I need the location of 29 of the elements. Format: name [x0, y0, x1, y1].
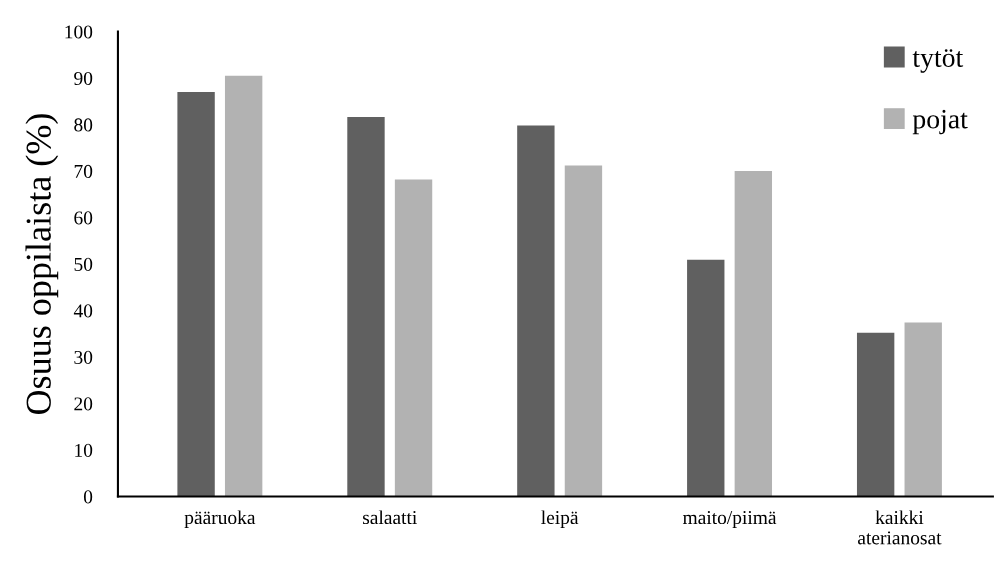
y-tick-label: 90 — [74, 71, 93, 85]
x-tick-label: leipä — [541, 510, 579, 529]
x-tick-label: maito/piimä — [682, 511, 777, 529]
legend-label: pojat — [912, 109, 968, 135]
bar — [394, 179, 433, 497]
x-tick-label: kaikki aterianosat — [858, 510, 942, 545]
bar — [224, 75, 263, 497]
bar — [177, 92, 215, 497]
y-tick-label: 50 — [74, 257, 93, 271]
y-tick-label: 80 — [74, 118, 93, 132]
y-tick-label: 70 — [74, 164, 93, 178]
y-tick-label: 20 — [74, 397, 93, 411]
y-tick-label: 0 — [83, 490, 93, 504]
y-tick-label: 60 — [74, 211, 93, 225]
bar — [347, 117, 385, 497]
y-tick-label: 10 — [75, 443, 93, 457]
bar — [856, 332, 895, 497]
bar — [687, 259, 725, 497]
x-tick-label: salaatti — [363, 510, 417, 525]
legend-label: tytöt — [912, 49, 964, 73]
y-axis-title: Osuus oppilaista (%) — [25, 114, 59, 414]
bar — [734, 171, 773, 497]
bar — [564, 165, 603, 497]
y-tick-label: 100 — [65, 25, 93, 39]
bar — [517, 125, 555, 497]
y-tick-label: 40 — [73, 304, 93, 318]
bar — [904, 322, 942, 497]
y-tick-label: 30 — [74, 350, 93, 364]
x-tick-label: pääruoka — [184, 510, 256, 529]
